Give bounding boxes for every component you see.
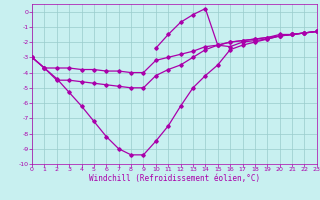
X-axis label: Windchill (Refroidissement éolien,°C): Windchill (Refroidissement éolien,°C) [89,174,260,183]
